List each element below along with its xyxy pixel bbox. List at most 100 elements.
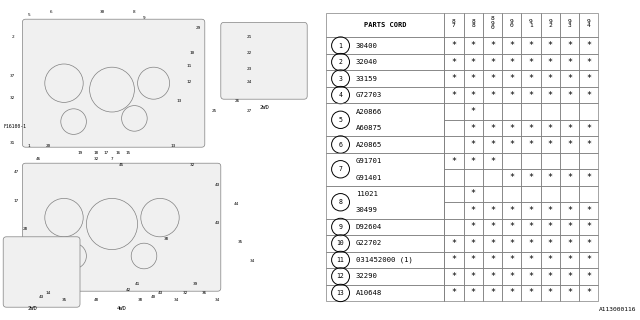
Text: 21: 21 xyxy=(247,36,252,39)
Text: *: * xyxy=(470,288,476,297)
FancyBboxPatch shape xyxy=(22,19,205,147)
Text: 30: 30 xyxy=(100,10,105,14)
Text: *: * xyxy=(548,206,553,215)
Text: 39: 39 xyxy=(193,282,198,286)
Text: *: * xyxy=(509,140,514,149)
Text: 9: 9 xyxy=(143,16,145,20)
Text: *: * xyxy=(548,239,553,248)
Text: *: * xyxy=(470,272,476,281)
Text: *: * xyxy=(451,74,456,83)
Text: 22: 22 xyxy=(247,52,252,55)
Text: *: * xyxy=(567,255,572,264)
FancyBboxPatch shape xyxy=(22,163,221,291)
Text: *: * xyxy=(548,288,553,297)
Text: 10: 10 xyxy=(189,52,195,55)
Text: G91701: G91701 xyxy=(356,158,382,164)
Text: 33159: 33159 xyxy=(356,76,378,82)
Text: 45: 45 xyxy=(119,164,124,167)
Text: 27: 27 xyxy=(247,109,252,113)
Text: *: * xyxy=(470,74,476,83)
Text: *: * xyxy=(586,124,591,132)
Text: 26: 26 xyxy=(234,100,239,103)
Text: 43: 43 xyxy=(39,295,44,299)
Text: *: * xyxy=(586,140,591,149)
Text: 15: 15 xyxy=(125,151,131,155)
Text: 30499: 30499 xyxy=(356,207,378,213)
Text: 43: 43 xyxy=(215,183,220,187)
Text: *: * xyxy=(586,58,591,67)
Text: A113000116: A113000116 xyxy=(599,307,637,312)
Text: *: * xyxy=(470,255,476,264)
Text: 31: 31 xyxy=(10,141,15,145)
Text: 3: 3 xyxy=(339,76,342,82)
Text: *: * xyxy=(567,173,572,182)
Text: *: * xyxy=(490,206,495,215)
Text: *: * xyxy=(490,74,495,83)
Text: 34: 34 xyxy=(173,298,179,302)
Text: 14: 14 xyxy=(45,292,51,295)
Text: A20865: A20865 xyxy=(356,141,382,148)
Text: *: * xyxy=(548,41,553,50)
FancyBboxPatch shape xyxy=(3,237,80,307)
Text: *: * xyxy=(470,156,476,165)
Text: *: * xyxy=(529,91,534,100)
Text: 11021: 11021 xyxy=(356,191,378,197)
Text: *: * xyxy=(586,288,591,297)
Text: 32040: 32040 xyxy=(356,59,378,65)
Text: F16100-1: F16100-1 xyxy=(3,124,26,129)
Text: *: * xyxy=(548,173,553,182)
Text: A10648: A10648 xyxy=(356,290,382,296)
Text: *: * xyxy=(529,124,534,132)
Text: 17: 17 xyxy=(103,151,108,155)
Text: 24: 24 xyxy=(247,80,252,84)
Text: 2: 2 xyxy=(12,36,14,39)
Text: *: * xyxy=(529,222,534,231)
Text: 1: 1 xyxy=(339,43,342,49)
Text: 47: 47 xyxy=(13,170,19,174)
Text: *: * xyxy=(470,107,476,116)
Text: D92604: D92604 xyxy=(356,224,382,230)
Text: 7: 7 xyxy=(111,157,113,161)
Text: *: * xyxy=(548,124,553,132)
Text: 8: 8 xyxy=(133,10,136,14)
Text: 12: 12 xyxy=(337,274,344,279)
Text: A20866: A20866 xyxy=(356,108,382,115)
Text: 13: 13 xyxy=(177,100,182,103)
Text: 38: 38 xyxy=(138,298,143,302)
Text: *: * xyxy=(470,189,476,198)
Text: 6: 6 xyxy=(50,10,52,14)
Text: 32: 32 xyxy=(183,292,188,295)
Text: 36: 36 xyxy=(202,292,207,295)
Text: *: * xyxy=(470,41,476,50)
Text: 34: 34 xyxy=(250,260,255,263)
Text: 2: 2 xyxy=(339,59,342,65)
Text: *: * xyxy=(509,272,514,281)
Text: *: * xyxy=(529,41,534,50)
Text: *: * xyxy=(470,140,476,149)
Text: 32: 32 xyxy=(93,157,99,161)
Text: 20: 20 xyxy=(45,144,51,148)
Text: *: * xyxy=(509,222,514,231)
Text: *: * xyxy=(586,41,591,50)
Text: *: * xyxy=(490,255,495,264)
Text: 6: 6 xyxy=(339,141,342,148)
Text: *: * xyxy=(529,173,534,182)
Text: *: * xyxy=(470,239,476,248)
Text: 43: 43 xyxy=(215,221,220,225)
Text: *: * xyxy=(586,239,591,248)
Text: *: * xyxy=(509,173,514,182)
Text: 8
7: 8 7 xyxy=(452,19,456,28)
Text: *: * xyxy=(509,255,514,264)
Text: 38: 38 xyxy=(164,237,169,241)
Text: PARTS CORD: PARTS CORD xyxy=(364,22,406,28)
Text: G22702: G22702 xyxy=(356,240,382,246)
Text: *: * xyxy=(509,58,514,67)
Text: 30400: 30400 xyxy=(356,43,378,49)
Text: *: * xyxy=(451,156,456,165)
Text: *: * xyxy=(586,255,591,264)
Text: *: * xyxy=(567,206,572,215)
Text: 1: 1 xyxy=(28,144,30,148)
Text: *: * xyxy=(509,74,514,83)
Text: *: * xyxy=(529,288,534,297)
Text: *: * xyxy=(529,239,534,248)
